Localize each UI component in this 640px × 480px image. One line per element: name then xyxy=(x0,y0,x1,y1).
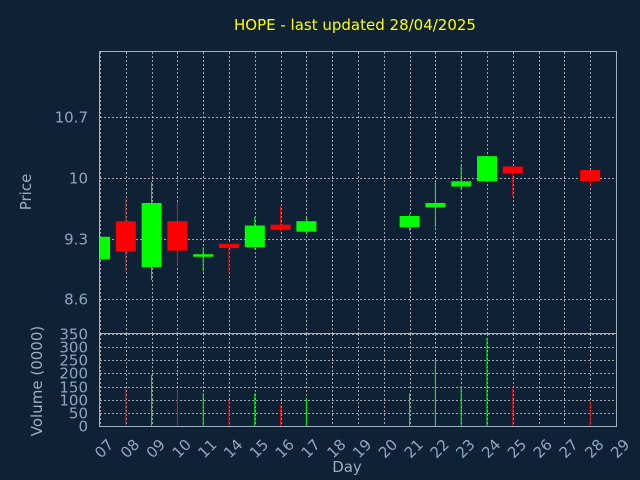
candle-body-22 xyxy=(425,202,446,208)
volume-bars xyxy=(125,337,591,426)
volume-axis-label: Volume (0000) xyxy=(28,326,46,436)
x-tick-08: 08 xyxy=(117,436,143,462)
chart-title: HOPE - last updated 28/04/2025 xyxy=(234,16,476,34)
price-tick-8.6: 8.6 xyxy=(64,291,88,309)
x-tick-09: 09 xyxy=(143,436,169,462)
x-axis-label: Day xyxy=(332,458,362,476)
x-tick-25: 25 xyxy=(504,436,530,462)
x-tick-24: 24 xyxy=(478,436,504,462)
candle-body-28 xyxy=(580,170,601,182)
x-tick-28: 28 xyxy=(581,436,607,462)
x-tick-07: 07 xyxy=(91,436,117,462)
x-tick-21: 21 xyxy=(401,436,427,462)
candles xyxy=(99,156,601,281)
volume-tick-100: 100 xyxy=(59,392,88,410)
volume-tick-150: 150 xyxy=(59,379,88,397)
volume-tick-0: 0 xyxy=(78,418,88,436)
price-tick-9.3: 9.3 xyxy=(64,231,88,249)
x-tick-16: 16 xyxy=(272,436,298,462)
candle-body-11 xyxy=(193,254,214,257)
volume-tick-300: 300 xyxy=(59,339,88,357)
candle-body-10 xyxy=(167,221,188,251)
candle-body-07 xyxy=(100,236,110,260)
candle-body-17 xyxy=(296,221,317,232)
candle-body-09 xyxy=(141,202,162,268)
x-tick-26: 26 xyxy=(530,436,556,462)
candle-body-16 xyxy=(270,224,291,230)
x-tick-14: 14 xyxy=(220,436,246,462)
volume-tick-350: 350 xyxy=(59,326,88,344)
x-tick-10: 10 xyxy=(169,436,195,462)
x-tick-27: 27 xyxy=(556,436,582,462)
volume-tick-200: 200 xyxy=(59,365,88,383)
x-tick-17: 17 xyxy=(298,436,324,462)
price-tick-10: 10 xyxy=(69,170,88,188)
price-gridlines xyxy=(100,52,617,334)
candle-body-21 xyxy=(399,215,420,228)
x-tick-11: 11 xyxy=(194,436,220,462)
candle-body-15 xyxy=(244,225,265,248)
x-tick-labels: 07 08 09 10 11 14 15 16 17 18 19 20 21 22 23 24 25 26 27 28… xyxy=(91,436,633,462)
volume-tick-50: 50 xyxy=(69,405,88,423)
x-tick-29: 29 xyxy=(607,436,633,462)
price-tick-10.7: 10.7 xyxy=(55,109,88,127)
candle-body-24 xyxy=(477,156,497,182)
volume-plot-frame xyxy=(99,333,617,427)
x-tick-22: 22 xyxy=(427,436,453,462)
price-axis-label: Price xyxy=(17,174,35,211)
x-tick-15: 15 xyxy=(246,436,272,462)
volume-tick-250: 250 xyxy=(59,352,88,370)
candle-body-14 xyxy=(219,243,239,249)
candle-body-25 xyxy=(502,166,523,174)
candle-body-08 xyxy=(115,221,136,252)
price-tick-labels: 8.6 9.3 10 10.7 xyxy=(55,109,88,309)
candle-body-23 xyxy=(451,181,472,187)
x-tick-23: 23 xyxy=(452,436,478,462)
x-tick-20: 20 xyxy=(375,436,401,462)
